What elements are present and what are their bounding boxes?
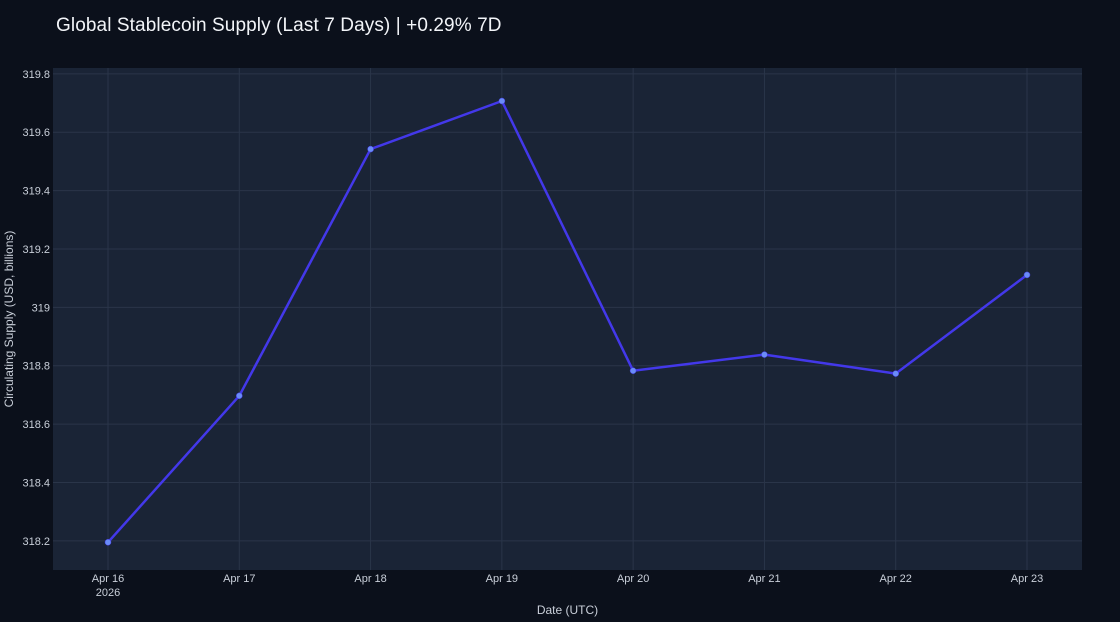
x-tick-label: Apr 20 [617, 573, 649, 585]
x-axis-title: Date (UTC) [537, 603, 598, 617]
y-tick-label: 319.8 [22, 69, 50, 81]
y-tick-label: 319 [32, 302, 50, 314]
grid-lines [53, 68, 1082, 570]
data-point[interactable] [892, 370, 899, 377]
y-tick-label: 318.2 [22, 536, 50, 548]
x-tick-sublabel: 2026 [96, 587, 120, 599]
y-tick-label: 318.6 [22, 419, 50, 431]
y-axis-title: Circulating Supply (USD, billions) [2, 231, 16, 408]
x-tick-label: Apr 23 [1011, 573, 1043, 585]
x-tick-label: Apr 18 [354, 573, 386, 585]
x-tick-label: Apr 19 [486, 573, 518, 585]
series-line [106, 99, 1029, 544]
data-point[interactable] [498, 97, 506, 105]
x-tick-label: Apr 17 [223, 573, 255, 585]
x-tick-label: Apr 22 [880, 573, 912, 585]
y-tick-label: 319.6 [22, 127, 50, 139]
x-tick-label: Apr 16 [92, 573, 124, 585]
data-point[interactable] [1023, 271, 1031, 279]
y-tick-labels: 318.2 318.4 318.6 318.8 319 319.2 319.4 319.6 31… [22, 69, 50, 548]
chart-title: Global Stablecoin Supply (Last 7 Days) |… [56, 15, 502, 36]
data-point[interactable] [236, 392, 243, 400]
series-layer [104, 97, 1031, 546]
y-tick-label: 319.2 [22, 244, 50, 256]
y-tick-label: 319.4 [22, 186, 50, 198]
data-point[interactable] [104, 539, 112, 546]
y-tick-label: 318.8 [22, 361, 50, 373]
data-point[interactable] [367, 145, 374, 153]
data-point[interactable] [629, 367, 637, 374]
data-point[interactable] [761, 351, 768, 358]
plot-area [53, 68, 1082, 570]
y-tick-label: 318.4 [22, 477, 50, 489]
x-tick-labels: Apr 16 2026 Apr 17 Apr 18 Apr 19 Apr 20 Apr 21… [92, 573, 1043, 599]
x-tick-label: Apr 21 [748, 573, 780, 585]
